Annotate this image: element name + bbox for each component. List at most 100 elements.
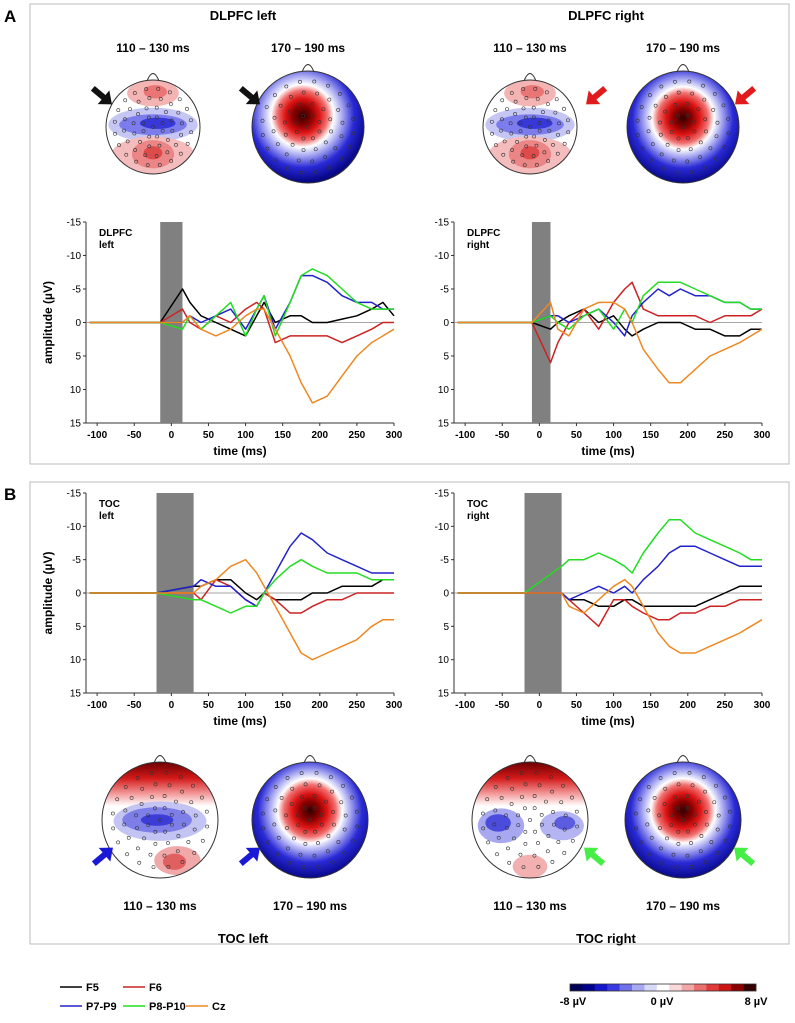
electrode-marker: [272, 822, 277, 827]
electrode-marker: [126, 835, 131, 840]
electrode-marker: [508, 121, 513, 126]
electrode-marker: [342, 851, 347, 855]
electrode-marker: [283, 120, 287, 125]
electrode-marker: [325, 849, 330, 854]
electrode-marker: [521, 87, 526, 91]
electrode-marker: [708, 146, 713, 151]
x-tick-label: 150: [642, 430, 659, 441]
electrode-marker: [676, 829, 681, 834]
electrode-marker: [192, 851, 197, 855]
electrode-marker: [137, 860, 142, 865]
electrode-marker: [170, 128, 175, 133]
electrode-marker: [551, 810, 555, 814]
y-tick-label: -10: [67, 522, 82, 533]
electrode-marker: [723, 838, 728, 843]
electrode-marker: [273, 785, 278, 789]
electrode-marker: [509, 131, 514, 136]
electrode-marker: [689, 864, 694, 869]
electrode-marker: [645, 822, 650, 827]
electrode-marker: [312, 853, 317, 858]
electrode-marker: [671, 158, 676, 163]
electrode-marker: [493, 785, 498, 789]
electrode-marker: [722, 145, 727, 149]
electrode-marker: [342, 827, 347, 832]
series-line-p7-p9: [457, 288, 762, 337]
electrode-marker: [685, 806, 690, 811]
topo-dlpfc-right-early: [482, 73, 578, 175]
x-tick-label: 100: [237, 430, 254, 441]
electrode-marker: [687, 770, 692, 775]
electrode-marker: [288, 94, 293, 99]
electrode-marker: [633, 811, 638, 816]
electrode-marker: [518, 121, 523, 126]
electrode-marker: [169, 159, 174, 163]
x-tick-label: -50: [127, 700, 142, 711]
electrode-marker: [317, 783, 322, 788]
electrode-marker: [559, 800, 564, 805]
electrode-marker: [546, 159, 551, 163]
x-tick-label: -50: [495, 430, 510, 441]
electrode-marker: [265, 146, 270, 151]
electrode-marker: [138, 140, 142, 144]
electrode-marker: [299, 771, 304, 776]
electrode-marker: [176, 110, 181, 115]
electrode-marker: [544, 90, 549, 95]
electrode-marker: [669, 813, 674, 818]
x-axis-label: time (ms): [213, 714, 266, 728]
electrode-marker: [714, 783, 718, 788]
condition-title-dlpfc-left: DLPFC left: [210, 8, 277, 23]
electrode-marker: [536, 864, 541, 869]
colorbar-label-min: -8 µV: [560, 996, 587, 1008]
electrode-marker: [287, 860, 292, 865]
electrode-marker: [714, 134, 719, 139]
electrode-marker: [162, 853, 167, 858]
electrode-marker: [639, 840, 643, 845]
y-tick-label: -5: [440, 555, 449, 566]
y-tick-label: 15: [70, 689, 82, 700]
electrode-marker: [110, 811, 115, 816]
electrode-marker: [523, 842, 528, 846]
electrode-marker: [653, 103, 658, 108]
electrode-marker: [515, 140, 519, 144]
electrode-marker: [570, 795, 574, 800]
electrode-marker: [285, 776, 290, 780]
electrode-marker: [261, 826, 266, 831]
legend-label-f5: F5: [86, 982, 99, 994]
x-tick-label: 250: [717, 700, 734, 711]
electrode-marker: [316, 864, 321, 869]
electrode-marker: [284, 84, 289, 89]
electrode-marker: [178, 775, 183, 780]
electrode-marker: [308, 818, 312, 822]
electrode-marker: [332, 822, 336, 827]
window-label-a-left-late: 170 – 190 ms: [271, 41, 345, 55]
electrode-marker: [128, 107, 132, 112]
colorbar-cell: [607, 984, 620, 991]
electrode-marker: [510, 786, 515, 791]
electrode-marker: [301, 136, 306, 141]
electrode-marker: [548, 775, 553, 780]
electrode-marker: [673, 79, 677, 84]
electrode-marker: [681, 125, 685, 129]
electrode-marker: [537, 783, 542, 788]
electrode-marker: [122, 128, 126, 133]
electrode-marker: [200, 795, 204, 800]
x-tick-label: 200: [679, 430, 696, 441]
electrode-marker: [290, 786, 295, 791]
electrode-marker: [189, 118, 193, 123]
electrode-marker: [486, 840, 490, 845]
electrode-marker: [659, 84, 664, 89]
head-outline: [471, 761, 589, 879]
electrode-marker: [160, 120, 165, 125]
electrode-marker: [635, 133, 640, 137]
electrode-marker: [510, 148, 515, 152]
colorbar-cell: [718, 984, 732, 991]
electrode-marker: [129, 796, 134, 800]
electrode-marker: [533, 829, 538, 834]
electrode-marker: [698, 140, 703, 145]
electrode-marker: [650, 142, 655, 147]
x-tick-label: 0: [169, 700, 175, 711]
electrode-marker: [115, 797, 120, 802]
electrode-marker: [702, 97, 707, 102]
